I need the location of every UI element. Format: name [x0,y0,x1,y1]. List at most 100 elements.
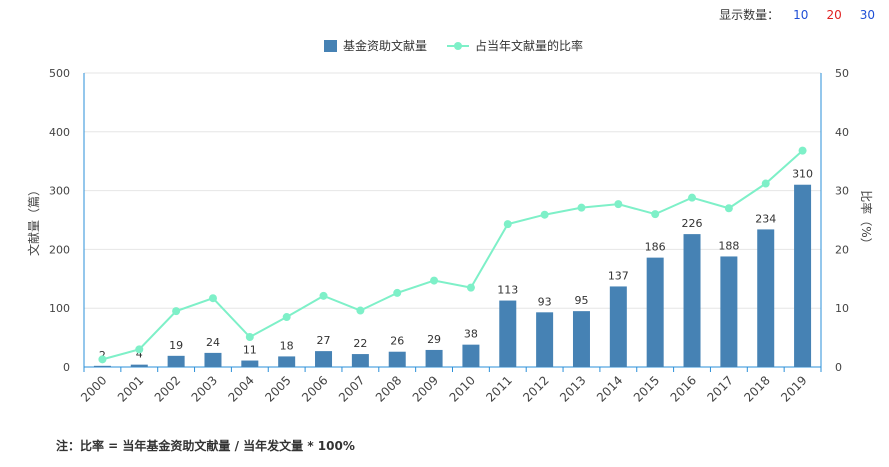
x-tick-label: 2012 [520,373,551,404]
ratio-point [651,210,660,219]
ratio-point [282,313,291,322]
bar-value-label: 226 [682,217,703,230]
y-right-tick-label: 20 [835,243,849,256]
ratio-point [319,291,328,300]
x-tick-label: 2018 [741,373,772,404]
ratio-point [503,220,512,229]
x-tick-label: 2011 [483,373,514,404]
bar-value-label: 27 [317,334,331,347]
bar-value-label: 19 [169,339,183,352]
y-right-tick-label: 40 [835,126,849,139]
y-right-tick-label: 50 [835,67,849,80]
ratio-point [430,276,439,285]
bar [351,354,369,367]
ratio-point [761,179,770,188]
bar-value-label: 29 [427,333,441,346]
x-tick-label: 2014 [594,373,625,404]
x-tick-label: 2002 [152,373,183,404]
bar [93,365,111,367]
bar [204,352,222,367]
ratio-point [614,200,623,209]
y-right-tick-label: 0 [835,361,842,374]
bar-value-label: 26 [390,335,404,348]
y-right-axis-title: 比率（%） [859,190,874,249]
x-tick-label: 2000 [78,373,109,404]
x-tick-label: 2010 [447,373,478,404]
bar-value-label: 4 [136,348,143,361]
display-count-control: 显示数量： 10 20 30 [719,6,879,23]
bar-value-label: 186 [645,241,666,254]
bar [130,364,148,367]
display-count-option-20[interactable]: 20 [826,7,842,22]
ratio-point [540,210,549,219]
x-tick-label: 2008 [373,373,404,404]
bar-value-label: 188 [718,239,739,252]
legend-label-line: 占当年文献量的比率 [475,38,583,53]
bar-value-label: 11 [243,344,257,357]
bar [315,351,333,367]
bar-value-label: 310 [792,168,813,181]
ratio-point [356,306,365,315]
legend-swatch-bar [324,40,337,52]
bar [609,286,627,367]
bar-value-label: 2 [99,349,106,362]
bar [499,300,517,367]
y-left-tick-label: 300 [49,185,70,198]
y-left-tick-label: 200 [49,243,70,256]
bar-value-label: 93 [538,295,552,308]
ratio-point [466,283,475,292]
x-tick-label: 2004 [225,373,256,404]
ratio-point [724,204,733,213]
x-tick-label: 2017 [704,373,735,404]
chart-footnote: 注：比率 = 当年基金资助文献量 / 当年发文量 * 100% [56,439,355,453]
y-left-axis-title: 文献量（篇） [26,184,41,256]
ratio-point [98,355,107,364]
ratio-point [688,193,697,202]
x-tick-label: 2015 [631,373,662,404]
y-right-tick-label: 30 [835,185,849,198]
ratio-point [245,333,254,342]
ratio-point [577,203,586,212]
bar [167,355,185,367]
x-tick-label: 2019 [778,373,809,404]
y-right-tick-label: 10 [835,302,849,315]
legend-label-bar: 基金资助文献量 [343,38,427,53]
display-count-option-10[interactable]: 10 [793,7,809,22]
ratio-point [208,294,217,303]
bar [720,256,738,367]
bar [646,257,664,367]
bar-value-label: 22 [353,337,367,350]
legend-swatch-point [454,42,462,50]
display-count-label: 显示数量： [719,8,780,22]
ratio-point [135,345,144,354]
x-tick-label: 2013 [557,373,588,404]
bar [241,360,259,367]
display-count-option-30[interactable]: 30 [859,7,875,22]
x-tick-label: 2005 [262,373,293,404]
bar [794,184,812,367]
bar-value-label: 137 [608,269,629,282]
ratio-point [798,146,807,155]
x-tick-label: 2001 [115,373,146,404]
x-tick-label: 2016 [668,373,699,404]
bar [425,349,443,367]
x-tick-label: 2006 [299,373,330,404]
ratio-point [393,288,402,297]
bar-value-label: 18 [280,339,294,352]
y-left-tick-label: 500 [49,67,70,80]
ratio-point [172,307,181,316]
y-left-tick-label: 400 [49,126,70,139]
y-left-tick-label: 100 [49,302,70,315]
x-tick-label: 2003 [189,373,220,404]
bar-value-label: 24 [206,336,220,349]
bar [683,234,701,367]
bar-value-label: 234 [755,212,776,225]
bar [536,312,554,367]
ratio-line [102,149,804,361]
bar-value-label: 38 [464,328,478,341]
bar [462,344,480,367]
bar [278,356,296,367]
x-tick-label: 2007 [336,373,367,404]
x-tick-label: 2009 [410,373,441,404]
